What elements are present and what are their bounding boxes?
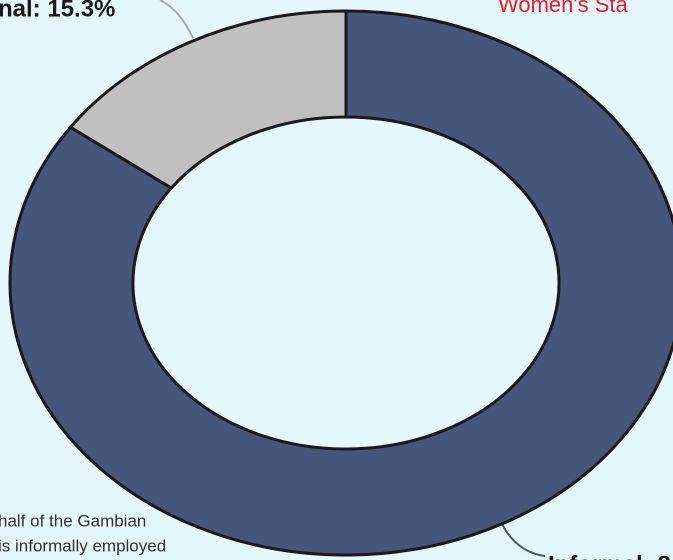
chart-title: Women's Sta (498, 0, 628, 17)
value-label: nal: 15.3% (0, 0, 115, 22)
leader-line (159, 0, 194, 39)
annotation: half of the Gambian (0, 511, 146, 530)
leader-line (499, 519, 546, 557)
value-label: Informal: 8 (548, 551, 671, 560)
slice (8, 9, 673, 557)
slice (68, 9, 348, 190)
annotation: is informally employed (0, 536, 166, 555)
